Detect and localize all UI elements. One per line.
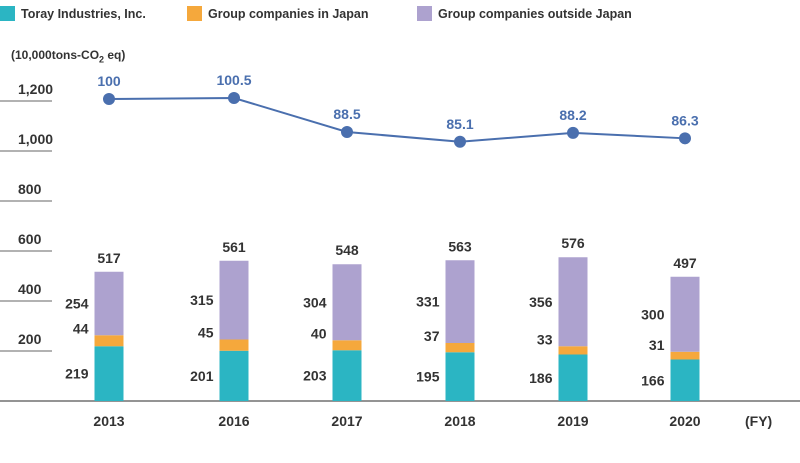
bar-segment [332, 264, 362, 341]
x-tick-label: 2017 [331, 413, 362, 429]
index-value-label: 88.5 [333, 106, 360, 122]
segment-value-label: 254 [65, 296, 89, 312]
segment-value-label: 300 [641, 306, 665, 322]
legend-label-toray: Toray Industries, Inc. [21, 6, 146, 21]
segment-value-label: 31 [649, 337, 665, 353]
bar-total-label: 548 [335, 242, 359, 258]
x-tick-label: 2013 [93, 413, 124, 429]
bar-segment [219, 350, 249, 401]
bar-segment [670, 351, 700, 360]
segment-value-label: 45 [198, 325, 214, 341]
index-point [103, 93, 115, 105]
y-tick-label: 400 [18, 281, 42, 297]
index-value-label: 86.3 [671, 112, 698, 128]
segment-value-label: 37 [424, 328, 440, 344]
y-tick-label: 200 [18, 331, 42, 347]
index-point [567, 126, 579, 139]
legend-swatch-group-japan [187, 6, 202, 21]
y-tick-label: 600 [18, 231, 42, 247]
segment-value-label: 33 [537, 331, 553, 347]
index-value-label: 100.5 [216, 72, 251, 88]
bar-total-label: 517 [97, 250, 121, 266]
index-point [341, 126, 353, 138]
bar-total-label: 561 [222, 239, 246, 255]
index-value-label: 85.1 [446, 116, 473, 132]
segment-value-label: 195 [416, 369, 440, 385]
bar-segment [94, 271, 124, 336]
segment-value-label: 315 [190, 292, 214, 308]
x-tick-label: 2019 [557, 413, 588, 429]
bar-segment [94, 346, 124, 401]
segment-value-label: 201 [190, 368, 214, 384]
x-tick-label: 2016 [218, 413, 249, 429]
index-point [679, 132, 691, 145]
x-tick-label: 2020 [669, 413, 700, 429]
bar-segment [332, 340, 362, 351]
bar-segment [558, 257, 588, 347]
legend-label-group-outside-japan: Group companies outside Japan [438, 6, 632, 21]
bar-total-label: 563 [448, 238, 472, 254]
y-tick-label: 800 [18, 181, 42, 197]
bar-segment [94, 335, 124, 347]
bar-segment [558, 354, 588, 401]
segment-value-label: 219 [65, 366, 89, 382]
legend-item-group-japan: Group companies in Japan [187, 6, 368, 21]
legend-item-toray: Toray Industries, Inc. [0, 6, 146, 21]
index-value-label: 88.2 [559, 107, 586, 123]
bar-segment [219, 339, 249, 351]
index-point [228, 92, 240, 104]
index-value-label: 100 [97, 73, 121, 89]
bar-segment [445, 352, 475, 401]
bar-total-label: 497 [673, 255, 697, 271]
segment-value-label: 166 [641, 372, 665, 388]
legend-item-group-outside-japan: Group companies outside Japan [417, 6, 632, 21]
legend-swatch-group-outside-japan [417, 6, 432, 21]
bar-segment [445, 260, 475, 343]
segment-value-label: 186 [529, 370, 553, 386]
y-tick-label: 1,000 [18, 131, 53, 147]
segment-value-label: 331 [416, 294, 440, 310]
segment-value-label: 203 [303, 368, 327, 384]
bar-segment [670, 276, 700, 352]
bar-segment [219, 260, 249, 340]
index-line [108, 96, 686, 143]
legend-swatch-toray [0, 6, 15, 21]
segment-value-label: 356 [529, 294, 553, 310]
index-point [454, 135, 466, 148]
x-axis-unit-label: (FY) [745, 413, 772, 429]
bar-segment [332, 350, 362, 401]
segment-value-label: 40 [311, 325, 327, 341]
bar-segment [558, 346, 588, 355]
bar-segment [445, 343, 475, 353]
y-axis-unit-label: (10,000tons-CO2 eq) [11, 48, 126, 65]
y-tick-label: 1,200 [18, 81, 53, 97]
bar-total-label: 576 [561, 235, 585, 251]
segment-value-label: 44 [73, 320, 89, 336]
segment-value-label: 304 [303, 294, 327, 310]
legend-label-group-japan: Group companies in Japan [208, 6, 369, 21]
x-tick-label: 2018 [444, 413, 475, 429]
bar-segment [670, 359, 700, 401]
